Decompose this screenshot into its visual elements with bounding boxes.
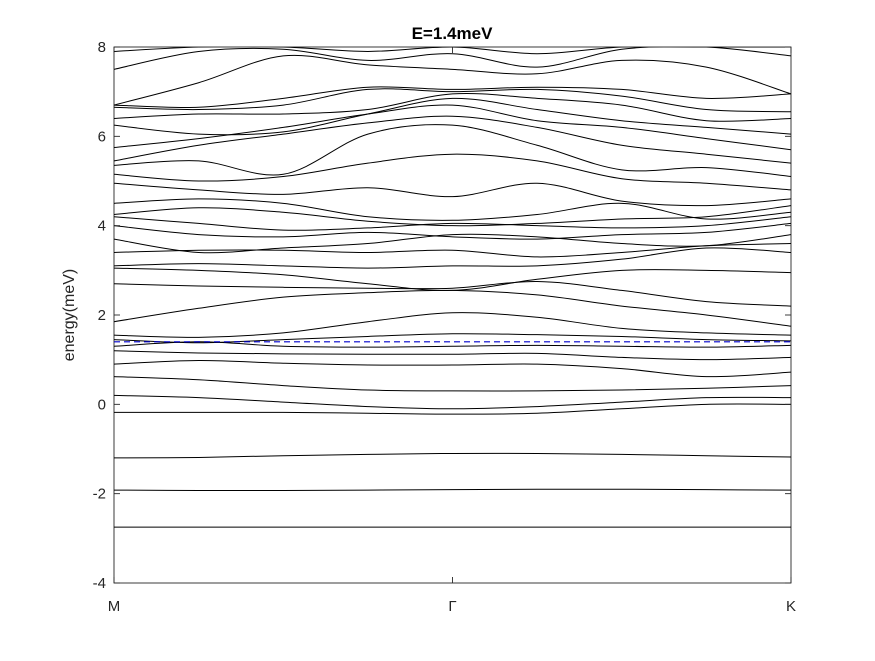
band-line-28 xyxy=(114,92,791,122)
x-tick-label: K xyxy=(786,598,796,615)
band-line-13 xyxy=(114,280,791,307)
y-tick-label: 0 xyxy=(98,396,106,413)
y-tick-label: 8 xyxy=(98,39,106,56)
y-axis-label: energy(meV) xyxy=(61,269,78,361)
y-axis-ticks: -4 -2 0 2 4 6 8 xyxy=(93,39,791,592)
band-line-16 xyxy=(114,243,791,258)
band-line-19 xyxy=(114,216,791,231)
y-tick-label: -2 xyxy=(93,486,106,503)
band-line-17 xyxy=(114,233,791,254)
y-tick-label: 6 xyxy=(98,128,106,145)
band-line-31 xyxy=(114,54,791,106)
band-line-24 xyxy=(114,124,791,178)
band-line-23 xyxy=(114,153,791,191)
band-line-30 xyxy=(114,86,791,109)
band-line-3 xyxy=(114,452,791,459)
band-line-21 xyxy=(114,198,791,221)
chart-title: E=1.4meV xyxy=(412,24,493,43)
band-line-15 xyxy=(114,247,791,269)
band-line-18 xyxy=(114,222,791,240)
band-line-25 xyxy=(114,115,791,164)
band-lines xyxy=(114,47,791,528)
y-tick-label: 2 xyxy=(98,307,106,324)
band-line-14 xyxy=(114,267,791,291)
band-line-26 xyxy=(114,104,791,151)
band-line-32 xyxy=(114,47,791,70)
band-line-6 xyxy=(114,376,791,392)
band-line-11 xyxy=(114,312,791,338)
plot-area xyxy=(113,46,792,584)
band-line-8 xyxy=(114,350,791,361)
band-line-5 xyxy=(114,394,791,410)
band-line-4 xyxy=(114,403,791,415)
band-line-2 xyxy=(114,488,791,492)
y-tick-label: -4 xyxy=(93,575,106,592)
band-line-22 xyxy=(114,182,791,207)
x-tick-label: M xyxy=(108,598,121,615)
band-line-7 xyxy=(114,360,791,378)
band-line-27 xyxy=(114,97,791,136)
band-line-20 xyxy=(114,205,791,227)
y-tick-label: 4 xyxy=(98,218,106,235)
x-tick-label: Γ xyxy=(448,598,456,615)
band-line-29 xyxy=(114,88,791,113)
